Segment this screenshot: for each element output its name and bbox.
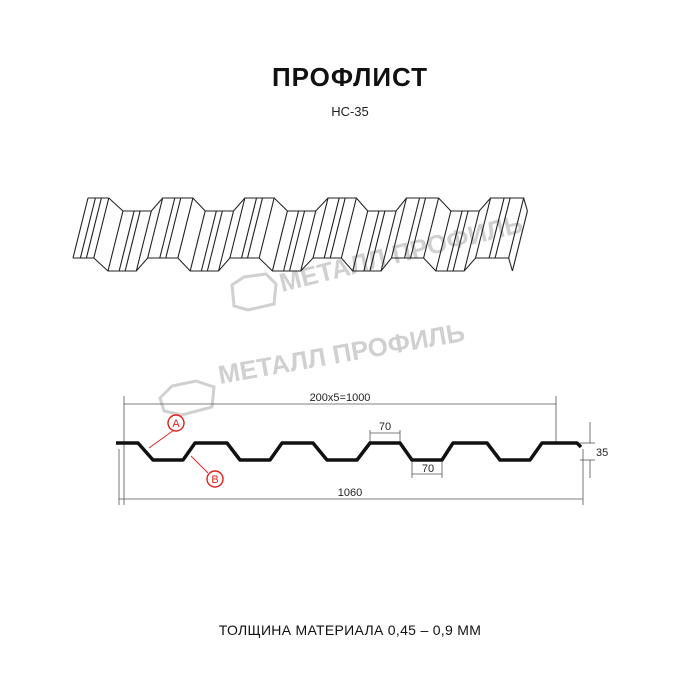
sheet-fold-line <box>72 197 89 259</box>
watermark-text: МЕТАЛЛ ПРОФИЛЬ <box>216 317 467 390</box>
material-thickness: ТОЛЩИНА МАТЕРИАЛА 0,45 – 0,9 ММ <box>218 622 482 638</box>
sheet-fold-line <box>463 210 480 272</box>
page-title: ПРОФЛИСТ <box>271 62 429 92</box>
sheet-fold-line <box>352 210 369 272</box>
sheet-fold-line <box>271 210 288 272</box>
dim-total-width: 1060 <box>338 487 362 499</box>
sheet-rib-line <box>124 210 141 272</box>
sheet-rib-line <box>118 210 135 272</box>
sheet-rib-line <box>200 210 217 272</box>
profile-cross-section <box>116 441 583 462</box>
watermark-upper: МЕТАЛЛ ПРОФИЛЬ <box>230 208 526 312</box>
sheet-fold-line <box>229 197 246 259</box>
model-subtitle: НС-35 <box>331 104 369 119</box>
sheet-edge <box>88 197 528 212</box>
sheet-rib-line <box>85 197 102 259</box>
sheet-rib-line <box>488 197 505 259</box>
sheet-fold-line <box>300 210 317 272</box>
dim-cover-width: 200x5=1000 <box>310 392 371 404</box>
sheet-fold-line <box>508 197 525 259</box>
sheet-fold-line <box>380 210 397 272</box>
sheet-rib-line <box>369 210 386 272</box>
sheet-rib-line <box>283 210 300 272</box>
perspective-sheet <box>72 197 528 272</box>
sheet-fold-line <box>312 197 329 259</box>
dim-valley-width: 70 <box>422 463 434 475</box>
dim-height: 35 <box>596 447 608 459</box>
sheet-fold-line <box>475 197 492 259</box>
sheet-rib-line <box>452 210 469 272</box>
sheet-rib-line <box>409 197 427 259</box>
sheet-rib-line <box>246 197 264 259</box>
sheet-fold-line <box>147 197 164 259</box>
sheet-rib-line <box>206 210 223 272</box>
sheet-fold-line <box>390 197 407 259</box>
sheet-fold-line <box>217 210 235 272</box>
sheet-rib-line <box>363 210 380 272</box>
sheet-fold-line <box>135 210 152 272</box>
sheet-fold-line <box>435 210 452 272</box>
sheet-rib-line <box>329 197 346 259</box>
sheet-rib-line <box>323 197 340 259</box>
sheet-rib-line <box>403 197 421 259</box>
sheet-fold-line <box>107 210 124 272</box>
sheet-fold-line <box>177 197 194 259</box>
sheet-rib-line <box>165 197 182 259</box>
sheet-rib-line <box>159 197 176 259</box>
sheet-fold-line <box>189 210 206 272</box>
sheet-rib-line <box>79 197 96 259</box>
sheet-rib-line <box>289 210 306 272</box>
sheet-rib-line <box>240 197 258 259</box>
sheet-fold-line <box>258 197 275 259</box>
dim-crest-width: 70 <box>379 421 391 433</box>
svg-text:A: A <box>172 418 180 430</box>
sheet-fold-line <box>340 197 357 259</box>
sheet-fold-line <box>511 210 528 272</box>
dimension-lines <box>118 396 595 505</box>
callout-a: A <box>148 414 185 449</box>
sheet-rib-line <box>494 197 511 259</box>
svg-text:B: B <box>211 474 218 486</box>
sheet-fold-line <box>423 197 440 259</box>
callout-b: B <box>190 455 224 488</box>
sheet-fold-line <box>93 197 110 259</box>
sheet-rib-line <box>446 210 463 272</box>
